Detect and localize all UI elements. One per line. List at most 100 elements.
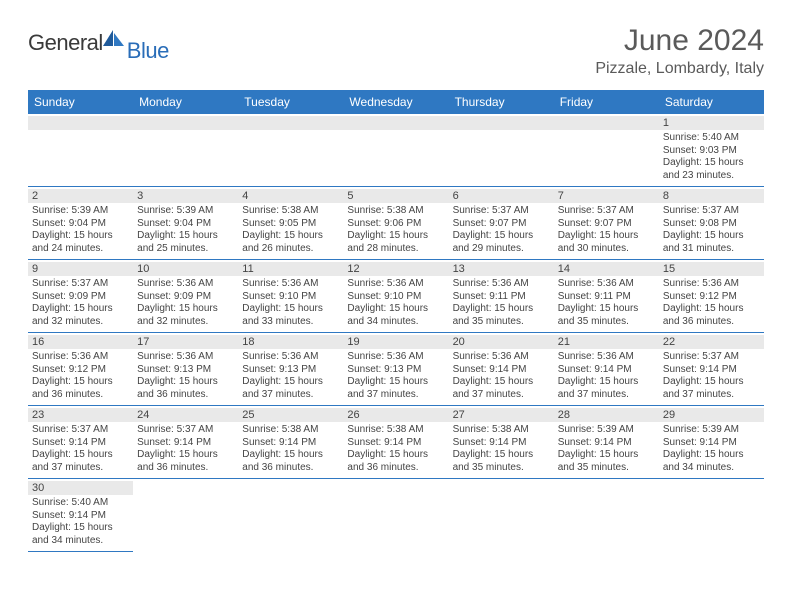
info-line: and 23 minutes.: [663, 170, 760, 183]
info-line: and 34 minutes.: [347, 316, 444, 329]
calendar-cell: 19Sunrise: 5:36 AMSunset: 9:13 PMDayligh…: [343, 333, 448, 406]
info-line: Daylight: 15 hours: [663, 303, 760, 316]
day-info: Sunrise: 5:36 AMSunset: 9:13 PMDaylight:…: [137, 351, 234, 401]
info-line: Daylight: 15 hours: [558, 303, 655, 316]
calendar-cell: 1Sunrise: 5:40 AMSunset: 9:03 PMDaylight…: [659, 114, 764, 187]
day-info: Sunrise: 5:39 AMSunset: 9:14 PMDaylight:…: [663, 424, 760, 474]
calendar-cell: 2 Sunrise: 5:39 AMSunset: 9:04 PMDaylight…: [28, 187, 133, 260]
info-line: and 36 minutes.: [347, 462, 444, 475]
info-line: Sunset: 9:14 PM: [453, 364, 550, 377]
calendar-cell: 24Sunrise: 5:37 AMSunset: 9:14 PMDayligh…: [133, 406, 238, 479]
calendar-cell: [449, 114, 554, 187]
info-line: and 36 minutes.: [137, 389, 234, 402]
info-line: Sunrise: 5:37 AM: [558, 205, 655, 218]
info-line: Sunrise: 5:38 AM: [347, 205, 444, 218]
weekday-header: Wednesday: [343, 90, 448, 114]
day-info: Sunrise: 5:36 AMSunset: 9:10 PMDaylight:…: [347, 278, 444, 328]
day-number: 26: [343, 408, 448, 422]
day-number: 2: [28, 189, 133, 203]
day-info: Sunrise: 5:38 AMSunset: 9:14 PMDaylight:…: [242, 424, 339, 474]
info-line: Daylight: 15 hours: [558, 449, 655, 462]
info-line: and 37 minutes.: [242, 389, 339, 402]
info-line: Sunrise: 5:40 AM: [32, 497, 129, 510]
day-info: Sunrise: 5:36 AMSunset: 9:11 PMDaylight:…: [558, 278, 655, 328]
info-line: Daylight: 15 hours: [453, 303, 550, 316]
info-line: Sunrise: 5:38 AM: [242, 205, 339, 218]
info-line: and 37 minutes.: [663, 389, 760, 402]
day-number: 22: [659, 335, 764, 349]
day-number: 12: [343, 262, 448, 276]
info-line: Daylight: 15 hours: [663, 449, 760, 462]
day-info: Sunrise: 5:39 AMSunset: 9:04 PMDaylight:…: [32, 205, 129, 255]
info-line: Sunrise: 5:36 AM: [137, 351, 234, 364]
day-number: 21: [554, 335, 659, 349]
info-line: Daylight: 15 hours: [137, 376, 234, 389]
info-line: Sunset: 9:04 PM: [137, 218, 234, 231]
calendar-cell: [28, 114, 133, 187]
info-line: Sunrise: 5:38 AM: [453, 424, 550, 437]
info-line: Sunrise: 5:39 AM: [32, 205, 129, 218]
info-line: Sunset: 9:14 PM: [663, 364, 760, 377]
info-line: Sunrise: 5:39 AM: [558, 424, 655, 437]
info-line: Daylight: 15 hours: [32, 522, 129, 535]
sail-icon: [103, 30, 125, 53]
info-line: Sunset: 9:14 PM: [558, 437, 655, 450]
calendar-cell: [343, 114, 448, 187]
info-line: Sunrise: 5:37 AM: [32, 424, 129, 437]
day-number: 10: [133, 262, 238, 276]
calendar-cell: 18Sunrise: 5:36 AMSunset: 9:13 PMDayligh…: [238, 333, 343, 406]
location-text: Pizzale, Lombardy, Italy: [595, 60, 764, 78]
day-number: [28, 116, 133, 130]
day-info: Sunrise: 5:38 AMSunset: 9:14 PMDaylight:…: [347, 424, 444, 474]
info-line: Sunrise: 5:39 AM: [137, 205, 234, 218]
day-info: Sunrise: 5:36 AMSunset: 9:12 PMDaylight:…: [32, 351, 129, 401]
info-line: Sunset: 9:14 PM: [347, 437, 444, 450]
info-line: Daylight: 15 hours: [32, 303, 129, 316]
day-info: Sunrise: 5:36 AMSunset: 9:11 PMDaylight:…: [453, 278, 550, 328]
day-info: Sunrise: 5:39 AMSunset: 9:14 PMDaylight:…: [558, 424, 655, 474]
day-number: 29: [659, 408, 764, 422]
info-line: and 32 minutes.: [32, 316, 129, 329]
info-line: Daylight: 15 hours: [453, 449, 550, 462]
day-number: 9: [28, 262, 133, 276]
info-line: Sunset: 9:12 PM: [663, 291, 760, 304]
info-line: Daylight: 15 hours: [663, 157, 760, 170]
day-number: 14: [554, 262, 659, 276]
weekday-header: Sunday: [28, 90, 133, 114]
calendar-cell: [238, 114, 343, 187]
info-line: and 33 minutes.: [242, 316, 339, 329]
info-line: Sunset: 9:11 PM: [558, 291, 655, 304]
info-line: Daylight: 15 hours: [347, 230, 444, 243]
calendar-cell: 3Sunrise: 5:39 AMSunset: 9:04 PMDaylight…: [133, 187, 238, 260]
calendar-cell: 26 Sunrise: 5:38 AMSunset: 9:14 PMDayligh…: [343, 406, 448, 479]
day-number: 3: [133, 189, 238, 203]
day-number: [343, 116, 448, 130]
info-line: and 32 minutes.: [137, 316, 234, 329]
info-line: Daylight: 15 hours: [347, 376, 444, 389]
info-line: and 36 minutes.: [32, 389, 129, 402]
calendar-cell: 7Sunrise: 5:37 AMSunset: 9:07 PMDaylight…: [554, 187, 659, 260]
info-line: Sunrise: 5:36 AM: [137, 278, 234, 291]
info-line: Sunrise: 5:36 AM: [242, 278, 339, 291]
day-number: 23: [28, 408, 133, 422]
info-line: Sunset: 9:13 PM: [347, 364, 444, 377]
info-line: Sunset: 9:03 PM: [663, 145, 760, 158]
info-line: Sunrise: 5:37 AM: [32, 278, 129, 291]
info-line: Sunset: 9:10 PM: [347, 291, 444, 304]
brand-part2: Blue: [127, 38, 169, 64]
info-line: Sunset: 9:13 PM: [137, 364, 234, 377]
day-number: 28: [554, 408, 659, 422]
calendar-cell: 13Sunrise: 5:36 AMSunset: 9:11 PMDayligh…: [449, 260, 554, 333]
info-line: and 26 minutes.: [242, 243, 339, 256]
info-line: Daylight: 15 hours: [242, 449, 339, 462]
day-info: Sunrise: 5:37 AMSunset: 9:08 PMDaylight:…: [663, 205, 760, 255]
day-number: 25: [238, 408, 343, 422]
day-number: 19: [343, 335, 448, 349]
calendar-cell: 11Sunrise: 5:36 AMSunset: 9:10 PMDayligh…: [238, 260, 343, 333]
info-line: and 37 minutes.: [558, 389, 655, 402]
info-line: and 35 minutes.: [558, 316, 655, 329]
day-number: 15: [659, 262, 764, 276]
day-number: 20: [449, 335, 554, 349]
day-info: Sunrise: 5:36 AMSunset: 9:14 PMDaylight:…: [558, 351, 655, 401]
day-info: Sunrise: 5:37 AMSunset: 9:07 PMDaylight:…: [453, 205, 550, 255]
